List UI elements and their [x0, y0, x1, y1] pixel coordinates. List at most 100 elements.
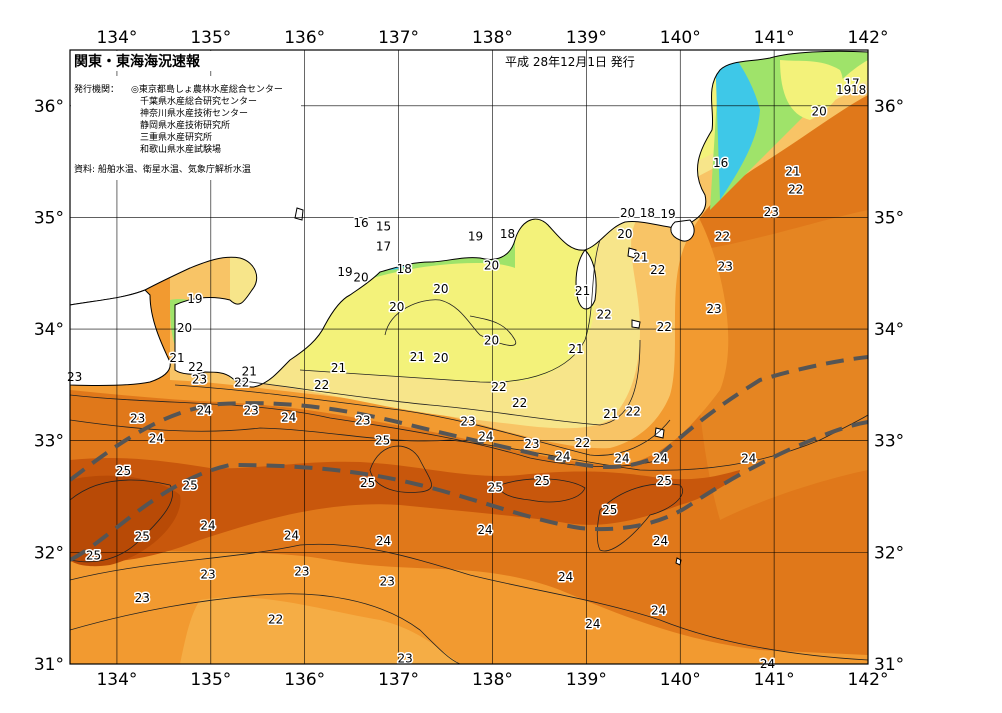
isotherm-label: 16 — [713, 156, 728, 170]
issuer-1: ◎東京都島しょ農林水産総合センター — [131, 83, 283, 95]
isotherm-label: 24 — [376, 534, 391, 548]
sea-band-yellow-northeast — [780, 60, 843, 120]
isotherm-label: 25 — [535, 474, 550, 488]
lon-labels-top: 134° 135° 136° 137° 138° 139° 140° 141° 142° — [96, 28, 888, 48]
isotherm-label: 23 — [135, 591, 150, 605]
isotherm-label: 21 — [575, 284, 590, 298]
isotherm-label: 20 — [389, 300, 404, 314]
isotherm-label: 25 — [116, 464, 131, 478]
isotherm-label: 22 — [715, 229, 730, 243]
isotherm-label: 22 — [626, 405, 641, 419]
isotherm-label: 25 — [183, 478, 198, 492]
isotherm-label: 24 — [653, 534, 668, 548]
isotherm-label: 20 — [484, 333, 499, 347]
lat-labels-right: 36° 35° 34° 33° 32° 31° — [874, 97, 904, 675]
isotherm-label: 22 — [788, 183, 803, 197]
isotherm-label: 23 — [460, 415, 475, 429]
issuers-label: 発行機関： — [74, 83, 119, 95]
data-source: 資料: 船舶水温、衛星水温、気象庁解析水温 — [74, 163, 251, 175]
isotherm-label: 18 — [397, 262, 412, 276]
isotherm-20-eddy — [384, 299, 517, 346]
kuroshio-north-edge — [70, 355, 868, 482]
isotherm-label: 23 — [524, 437, 539, 451]
isotherm-label: 21 — [568, 342, 583, 356]
isotherm-label: 23 — [200, 568, 215, 582]
isotherm-label: 21 — [603, 407, 618, 421]
lon-label-bottom: 137° — [378, 670, 419, 690]
isotherm-label: 20 — [177, 321, 192, 335]
isotherm-label: 24 — [477, 523, 492, 537]
isotherm-label: 23 — [67, 370, 82, 384]
issuer-4: 静岡県水産技術研究所 — [140, 119, 230, 131]
isotherm-label: 18 — [851, 83, 866, 97]
isotherm-label: 19 — [660, 207, 675, 221]
isotherm-label: 19 — [468, 229, 483, 243]
isotherm-label: 24 — [741, 452, 756, 466]
isotherm-label: 21 — [410, 350, 425, 364]
isotherm-label: 23 — [294, 564, 309, 578]
isotherm-label: 25 — [360, 476, 375, 490]
map-frame — [69, 49, 869, 665]
isotherm-label: 17 — [376, 239, 391, 253]
isotherm-label: 22 — [491, 380, 506, 394]
isotherm-label: 24 — [478, 429, 493, 443]
sea-band-22-south — [180, 597, 460, 664]
kuroshio-south-edge — [70, 420, 868, 562]
isotherm-label: 22 — [314, 378, 329, 392]
lon-label-bottom: 142° — [848, 670, 889, 690]
lat-labels-left: 36° 35° 34° 33° 32° 31° — [34, 97, 64, 675]
kuroshio-axis — [70, 355, 868, 562]
isotherm-label: 25 — [602, 503, 617, 517]
lon-label-bottom: 141° — [754, 670, 795, 690]
isotherm-label: 20 — [484, 258, 499, 272]
isotherm-25-loop-east — [596, 483, 683, 552]
isotherm-label: 20 — [433, 282, 448, 296]
isotherm-label: 21 — [633, 251, 648, 265]
isotherm-label: 21 — [331, 361, 346, 375]
isotherm-label: 21 — [242, 365, 257, 379]
isotherm-label: 22 — [512, 396, 527, 410]
isotherm-label: 22 — [268, 612, 283, 626]
lat-label-right: 34° — [874, 320, 904, 340]
lon-label-top: 138° — [472, 28, 513, 48]
isotherm-label: 25 — [657, 474, 672, 488]
isotherm-label: 22 — [188, 360, 203, 374]
lon-label-bottom: 139° — [566, 670, 607, 690]
land-shikoku-east — [70, 289, 171, 387]
lat-label-left: 34° — [34, 320, 64, 340]
lon-label-top: 136° — [284, 28, 325, 48]
header-block: 関東・東海海況速報 平成 28年12月1日 発行 発行機関： ◎東京都島しょ農林… — [71, 51, 635, 180]
isotherm-label: 18 — [640, 206, 655, 220]
isotherm-label: 24 — [200, 519, 215, 533]
issue-date: 平成 28年12月1日 発行 — [505, 55, 635, 69]
lat-label-right: 33° — [874, 432, 904, 452]
land-island-kozu — [631, 319, 641, 329]
isotherm-label: 24 — [653, 452, 668, 466]
isotherm-23-south — [70, 593, 461, 664]
lat-label-left: 32° — [34, 543, 64, 563]
isotherm-label: 24 — [197, 404, 212, 418]
land-island-miyake — [654, 427, 665, 439]
lon-label-bottom: 140° — [660, 670, 701, 690]
isotherm-label: 25 — [488, 481, 503, 495]
issuer-2: 千葉県水産総合研究センター — [140, 95, 257, 107]
isotherm-label: 16 — [353, 216, 368, 230]
lon-label-bottom: 134° — [96, 670, 137, 690]
lon-label-top: 142° — [848, 28, 889, 48]
isotherm-label: 20 — [620, 206, 635, 220]
isotherm-label: 17 — [844, 76, 859, 90]
isotherm-25-loop-center — [369, 445, 432, 493]
isotherm-label: 24 — [558, 570, 573, 584]
issuer-3: 神奈川県水産技術センター — [140, 107, 248, 119]
isotherm-label: 22 — [597, 308, 612, 322]
isotherm-label: 19 — [187, 292, 202, 306]
isotherm-24-south — [70, 543, 868, 661]
lat-label-right: 31° — [874, 655, 904, 675]
lon-label-top: 134° — [96, 28, 137, 48]
lat-label-right: 35° — [874, 208, 904, 228]
issuer-5: 三重県水産研究所 — [140, 131, 212, 143]
isotherm-label: 18 — [500, 227, 515, 241]
isotherm-label: 21 — [169, 351, 184, 365]
